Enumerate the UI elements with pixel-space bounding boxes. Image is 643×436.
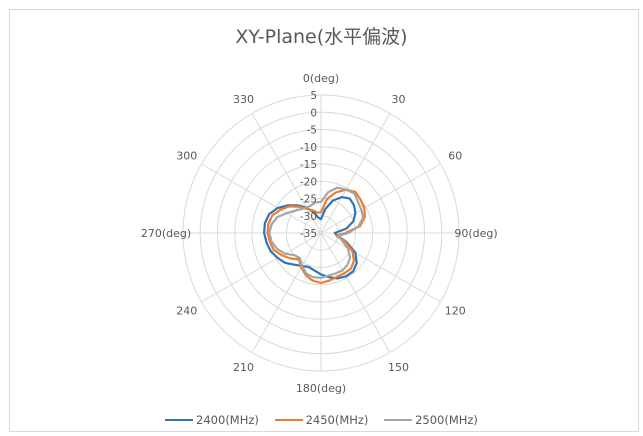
legend-label-2400: 2400(MHz) (196, 413, 259, 427)
grid-spoke-240 (201, 232, 322, 303)
radial-tick-label-2: -5 (307, 125, 317, 137)
angle-tick-label-8: 240 (176, 305, 197, 318)
grid-spoke-60 (320, 163, 441, 234)
angle-tick-label-3: 90(deg) (454, 227, 497, 240)
legend-item-2450: 2450(MHz) (274, 413, 369, 427)
grid-spoke-150 (320, 232, 391, 353)
legend-label-2450: 2450(MHz) (305, 413, 369, 427)
legend-swatch-2500 (384, 419, 413, 421)
legend-item-2400: 2400(MHz) (165, 413, 259, 427)
angle-tick-label-5: 150 (388, 361, 409, 374)
legend-swatch-2400 (165, 419, 194, 421)
radial-tick-label-4: -15 (300, 159, 317, 171)
legend: 2400(MHz) 2450(MHz) 2500(MHz) (0, 410, 643, 427)
grid-spoke-30 (320, 113, 391, 234)
angle-tick-label-2: 60 (448, 150, 462, 163)
angle-tick-label-7: 210 (233, 361, 254, 374)
angle-tick-label-10: 300 (176, 150, 197, 163)
grid-spoke-210 (251, 232, 322, 353)
series-line-0 (263, 196, 358, 280)
legend-item-2500: 2500(MHz) (384, 413, 478, 427)
radial-tick-label-3: -10 (300, 142, 317, 154)
series-line-1 (266, 188, 366, 285)
radial-tick-label-5: -20 (300, 176, 317, 188)
radial-tick-label-8: -35 (300, 228, 317, 240)
angle-tick-label-11: 330 (233, 93, 254, 106)
chart-title: XY-Plane(水平偏波) (235, 26, 408, 48)
chart-frame (9, 9, 639, 432)
radial-tick-label-6: -25 (300, 194, 317, 206)
grid-spoke-120 (320, 232, 441, 303)
radial-tick-label-7: -30 (300, 211, 317, 223)
angle-tick-label-1: 30 (392, 93, 406, 106)
angle-tick-label-0: 0(deg) (303, 72, 339, 85)
angle-tick-label-9: 270(deg) (141, 227, 191, 240)
grid-spoke-300 (201, 163, 322, 234)
grid-spoke-330 (251, 113, 322, 234)
legend-label-2500: 2500(MHz) (415, 413, 478, 427)
radial-tick-label-0: 5 (310, 90, 317, 102)
radial-tick-label-1: 0 (310, 107, 317, 119)
angle-tick-label-6: 180(deg) (296, 382, 346, 395)
angle-tick-label-4: 120 (445, 305, 466, 318)
series-line-2 (268, 186, 365, 279)
legend-swatch-2450 (274, 419, 303, 421)
